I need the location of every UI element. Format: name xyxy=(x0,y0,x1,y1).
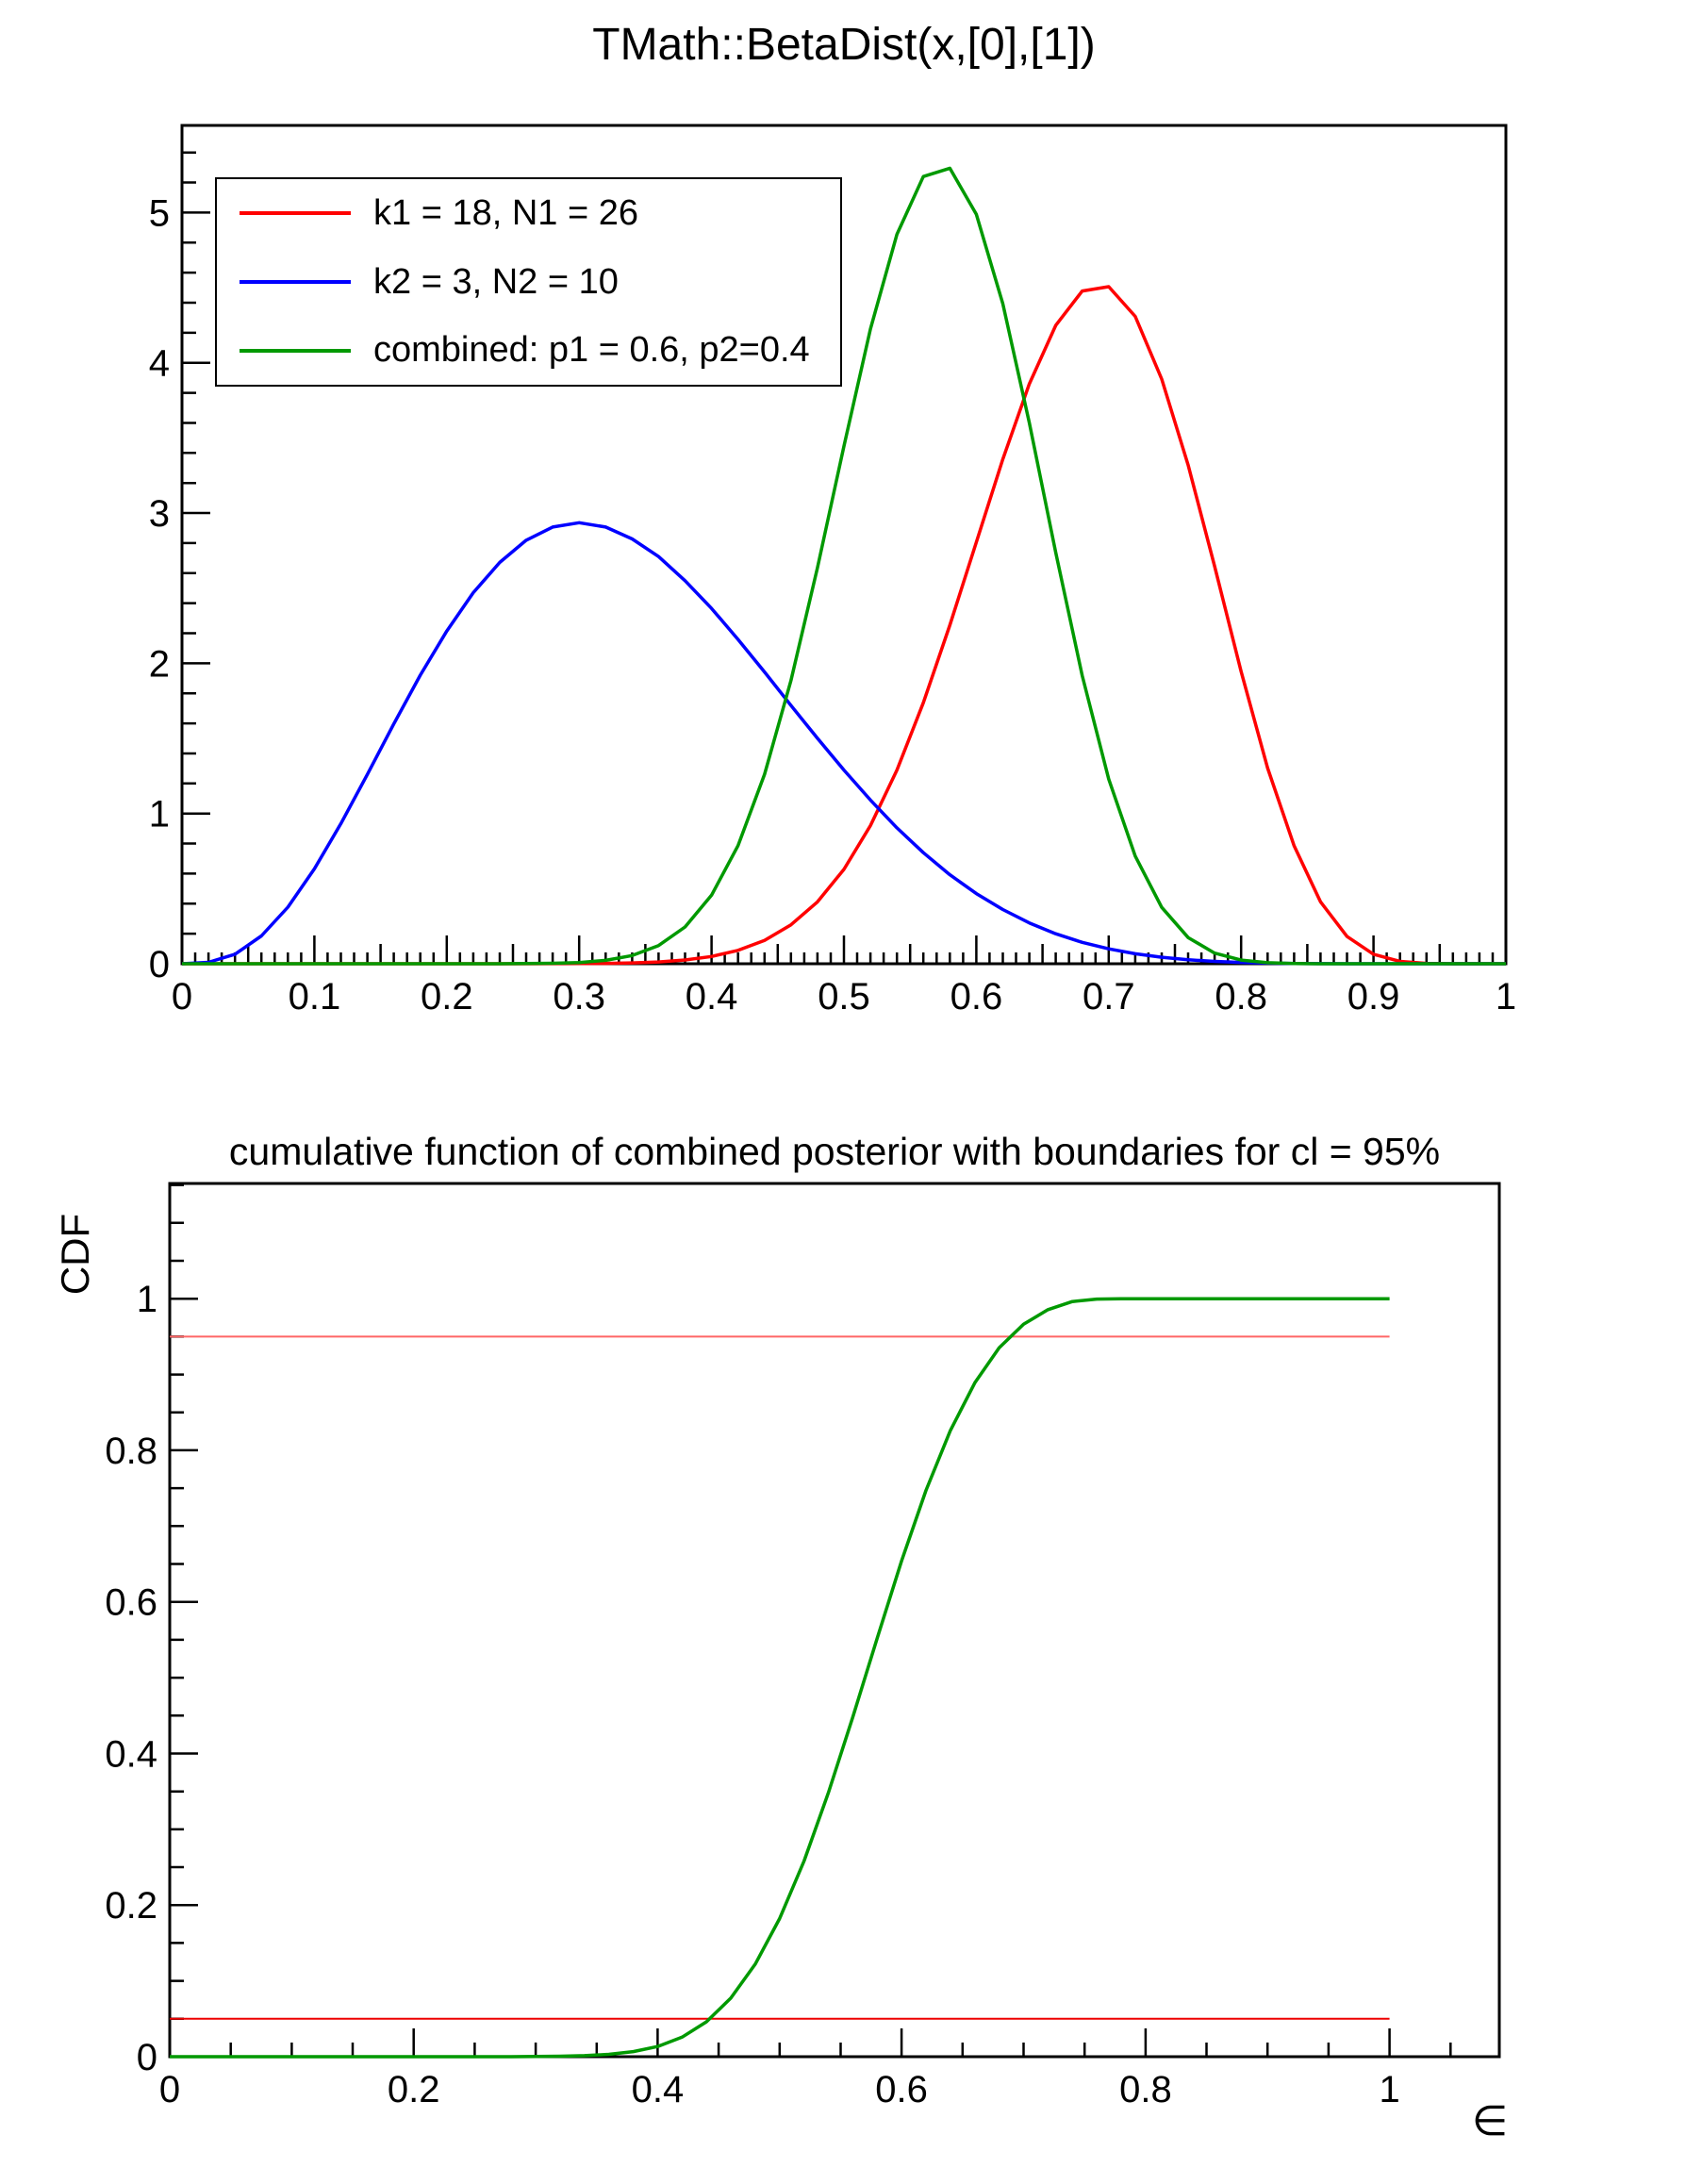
top-x-tick-label: 0.8 xyxy=(1215,976,1267,1018)
y-axis-title-cdf: CDF xyxy=(53,1213,97,1296)
legend-label-combined: combined: p1 = 0.6, p2=0.4 xyxy=(373,330,810,371)
legend-line-blue xyxy=(240,280,351,284)
legend-label-k2: k2 = 3, N2 = 10 xyxy=(373,261,619,302)
top-x-tick-label: 0.3 xyxy=(553,976,605,1018)
legend-line-red xyxy=(240,211,351,216)
top-curve-combined xyxy=(182,166,1506,966)
top-y-tick-label: 5 xyxy=(149,192,170,234)
top-axis-ticks xyxy=(180,151,1508,966)
bottom-x-tick-label: 0.2 xyxy=(388,2069,440,2110)
top-x-tick-label: 0.9 xyxy=(1347,976,1400,1018)
legend-entry-k1: k1 = 18, N1 = 26 xyxy=(217,179,840,248)
bottom-chart-title: cumulative function of combined posterio… xyxy=(228,1130,1441,1173)
top-x-tick-label: 0.4 xyxy=(686,976,738,1018)
top-x-tick-label: 0.2 xyxy=(421,976,473,1018)
bottom-y-tick-label: 0.8 xyxy=(105,1431,157,1472)
bottom-x-tick-label: 0 xyxy=(159,2069,180,2110)
legend-entry-k2: k2 = 3, N2 = 10 xyxy=(217,248,840,317)
top-chart-beta-distributions: 0 0.1 0.2 0.3 0.4 0.5 0.6 0.7 0.8 0.9 1 0 1 2 3 4 5 xyxy=(149,124,1516,1018)
legend-line-green xyxy=(240,348,351,353)
top-curve-k1 xyxy=(182,285,1506,966)
bottom-curve-cdf xyxy=(170,1297,1390,2059)
top-x-tick-label: 0.6 xyxy=(950,976,1003,1018)
legend-entry-combined: combined: p1 = 0.6, p2=0.4 xyxy=(217,316,840,385)
bottom-y-tick-label: 0.2 xyxy=(105,1885,157,1927)
top-x-tick-label: 0.7 xyxy=(1083,976,1135,1018)
top-y-tick-label: 0 xyxy=(149,944,170,985)
bottom-y-tick-label: 0 xyxy=(137,2037,157,2078)
top-x-tick-label: 0.5 xyxy=(818,976,870,1018)
top-x-tick-label: 0 xyxy=(172,976,192,1018)
x-axis-title-epsilon: ∈ xyxy=(1471,2098,1509,2144)
top-x-tick-label: 1 xyxy=(1496,976,1516,1018)
top-curve-k2 xyxy=(181,521,1506,966)
bottom-x-tick-label: 1 xyxy=(1379,2069,1399,2110)
bottom-y-tick-label: 1 xyxy=(137,1279,157,1320)
bottom-y-tick-label: 0.6 xyxy=(105,1582,157,1624)
legend-box: k1 = 18, N1 = 26 k2 = 3, N2 = 10 combine… xyxy=(215,177,842,387)
bottom-frame xyxy=(168,1182,1501,2059)
top-y-tick-label: 2 xyxy=(149,643,170,685)
top-x-tick-label: 0.1 xyxy=(289,976,341,1018)
bottom-x-tick-label: 0.8 xyxy=(1119,2069,1172,2110)
bottom-chart-cdf: 0 0.2 0.4 0.6 0.8 1 0 0.2 0.4 0.6 0.8 1 xyxy=(105,1182,1501,2110)
bottom-x-tick-label: 0.4 xyxy=(632,2069,685,2110)
top-chart-title: TMath::BetaDist(x,[0],[1]) xyxy=(592,20,1096,70)
top-y-tick-label: 1 xyxy=(149,794,170,836)
bottom-y-tick-label: 0.4 xyxy=(105,1734,157,1776)
top-y-tick-label: 4 xyxy=(149,343,170,385)
bottom-x-tick-label: 0.6 xyxy=(875,2069,928,2110)
top-y-tick-label: 3 xyxy=(149,493,170,535)
bottom-axis-ticks xyxy=(168,1183,1452,2059)
legend-label-k1: k1 = 18, N1 = 26 xyxy=(373,192,638,233)
